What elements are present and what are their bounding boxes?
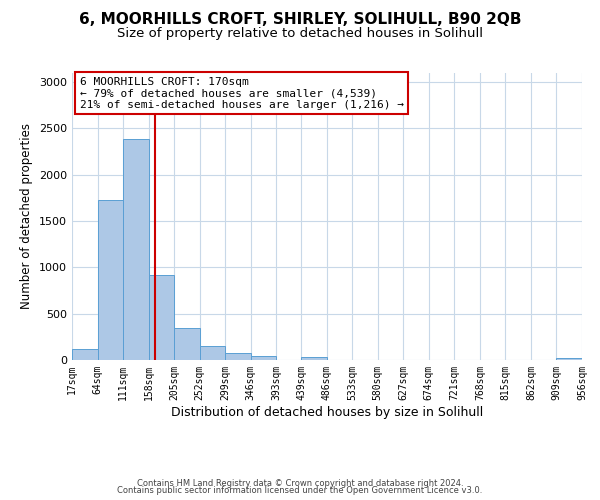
Bar — [200, 346, 225, 360]
Bar — [98, 200, 123, 360]
Bar — [123, 140, 149, 360]
Bar — [301, 357, 327, 360]
Text: Contains HM Land Registry data © Crown copyright and database right 2024.: Contains HM Land Registry data © Crown c… — [137, 478, 463, 488]
Y-axis label: Number of detached properties: Number of detached properties — [20, 123, 34, 309]
Text: Size of property relative to detached houses in Solihull: Size of property relative to detached ho… — [117, 28, 483, 40]
Bar — [556, 358, 582, 360]
Bar — [149, 274, 174, 360]
Bar — [72, 349, 98, 360]
X-axis label: Distribution of detached houses by size in Solihull: Distribution of detached houses by size … — [171, 406, 483, 418]
Bar — [174, 328, 200, 360]
Bar — [251, 356, 276, 360]
Bar — [225, 352, 251, 360]
Text: 6 MOORHILLS CROFT: 170sqm
← 79% of detached houses are smaller (4,539)
21% of se: 6 MOORHILLS CROFT: 170sqm ← 79% of detac… — [80, 77, 404, 110]
Text: 6, MOORHILLS CROFT, SHIRLEY, SOLIHULL, B90 2QB: 6, MOORHILLS CROFT, SHIRLEY, SOLIHULL, B… — [79, 12, 521, 28]
Text: Contains public sector information licensed under the Open Government Licence v3: Contains public sector information licen… — [118, 486, 482, 495]
